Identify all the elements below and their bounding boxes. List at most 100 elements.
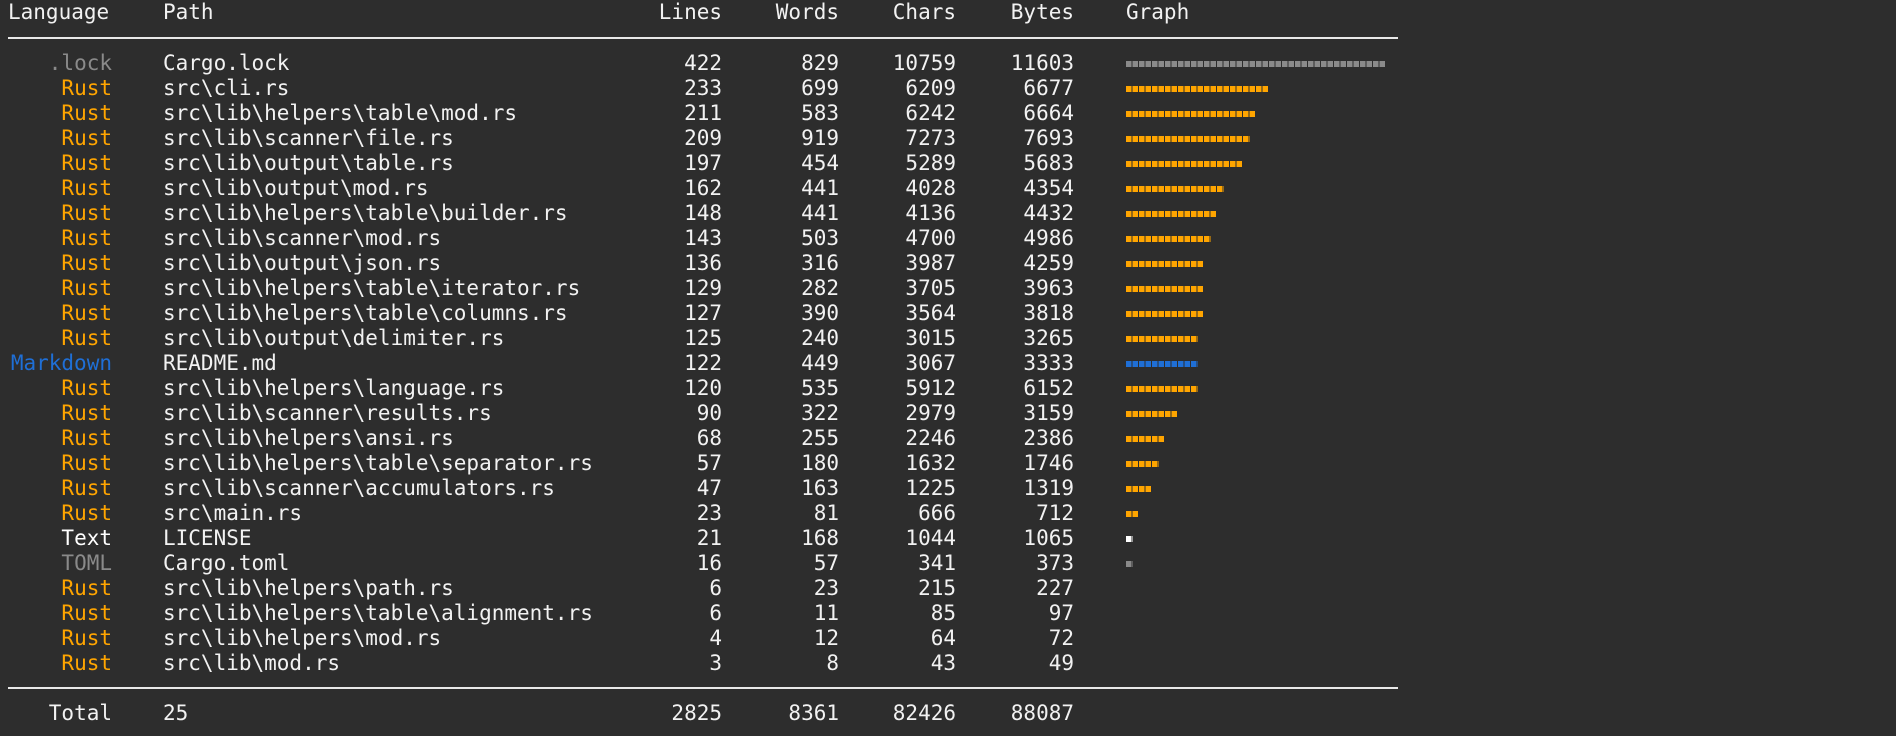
words: 282 (801, 276, 839, 300)
bytes: 4259 (1023, 251, 1074, 275)
path: src\lib\helpers\language.rs (163, 376, 505, 400)
lines: 197 (684, 151, 722, 175)
words: 316 (801, 251, 839, 275)
path: src\lib\helpers\path.rs (163, 576, 454, 600)
graph-bar (1126, 561, 1133, 567)
bytes: 3333 (1023, 351, 1074, 375)
lines: 47 (696, 476, 722, 500)
words: 829 (801, 51, 839, 75)
path: src\lib\helpers\table\iterator.rs (163, 276, 581, 300)
words: 454 (801, 151, 839, 175)
header-graph: Graph (1126, 0, 1190, 24)
language: Rust (61, 126, 112, 150)
path: src\lib\helpers\mod.rs (163, 626, 442, 650)
chars: 5289 (905, 151, 956, 175)
language: Rust (61, 601, 112, 625)
bytes: 4986 (1023, 226, 1074, 250)
chars: 4136 (905, 201, 956, 225)
chars: 3564 (905, 301, 956, 325)
total-lines: 2825 (671, 701, 722, 725)
chars: 1632 (905, 451, 956, 475)
words: 81 (813, 501, 839, 525)
chars: 3987 (905, 251, 956, 275)
language: Rust (61, 651, 112, 675)
lines: 3 (709, 651, 722, 675)
graph-bar (1126, 436, 1165, 442)
language: Rust (61, 401, 112, 425)
bytes: 3159 (1023, 401, 1074, 425)
chars: 341 (918, 551, 956, 575)
path: README.md (163, 351, 277, 375)
chars: 6209 (905, 76, 956, 100)
chars: 3067 (905, 351, 956, 375)
chars: 7273 (905, 126, 956, 150)
language: Rust (61, 201, 112, 225)
language: Rust (61, 76, 112, 100)
bytes: 227 (1036, 576, 1074, 600)
words: 255 (801, 426, 839, 450)
header-path: Path (163, 0, 214, 24)
header-bytes: Bytes (1010, 0, 1074, 24)
separator (8, 37, 1398, 39)
path: src\lib\output\delimiter.rs (163, 326, 505, 350)
separator (8, 687, 1398, 689)
total-bytes: 88087 (1010, 701, 1074, 725)
path: src\lib\scanner\file.rs (163, 126, 454, 150)
path: src\lib\output\json.rs (163, 251, 442, 275)
bytes: 712 (1036, 501, 1074, 525)
bytes: 3818 (1023, 301, 1074, 325)
chars: 5912 (905, 376, 956, 400)
header-language: Language (8, 0, 110, 24)
bytes: 97 (1048, 601, 1074, 625)
graph-bar (1126, 336, 1198, 342)
words: 180 (801, 451, 839, 475)
language: Rust (61, 426, 112, 450)
chars: 2246 (905, 426, 956, 450)
graph-bar (1126, 411, 1178, 417)
language: Rust (61, 251, 112, 275)
lines: 422 (684, 51, 722, 75)
language: Rust (61, 451, 112, 475)
language: Rust (61, 101, 112, 125)
chars: 1225 (905, 476, 956, 500)
lines: 125 (684, 326, 722, 350)
total-words: 8361 (788, 701, 839, 725)
lines: 162 (684, 176, 722, 200)
bytes: 5683 (1023, 151, 1074, 175)
chars: 3705 (905, 276, 956, 300)
language: Rust (61, 151, 112, 175)
path: src\lib\helpers\ansi.rs (163, 426, 454, 450)
lines: 23 (696, 501, 722, 525)
path: src\lib\mod.rs (163, 651, 341, 675)
graph-bar (1126, 286, 1204, 292)
bytes: 1746 (1023, 451, 1074, 475)
words: 12 (813, 626, 839, 650)
lines: 211 (684, 101, 722, 125)
language: Rust (61, 376, 112, 400)
graph-bar (1126, 161, 1243, 167)
header-words: Words (775, 0, 839, 24)
bytes: 2386 (1023, 426, 1074, 450)
total-label: Total (48, 701, 112, 725)
lines: 148 (684, 201, 722, 225)
total-chars: 82426 (892, 701, 956, 725)
bytes: 7693 (1023, 126, 1074, 150)
path: Cargo.toml (163, 551, 290, 575)
chars: 666 (918, 501, 956, 525)
path: src\lib\helpers\table\separator.rs (163, 451, 593, 475)
lines: 6 (709, 576, 722, 600)
lines: 16 (696, 551, 722, 575)
language: Text (61, 526, 112, 550)
graph-bar (1126, 236, 1211, 242)
path: src\lib\helpers\table\mod.rs (163, 101, 518, 125)
language: Rust (61, 576, 112, 600)
path: src\lib\helpers\table\alignment.rs (163, 601, 593, 625)
language: Rust (61, 626, 112, 650)
chars: 4700 (905, 226, 956, 250)
bytes: 6677 (1023, 76, 1074, 100)
lines: 136 (684, 251, 722, 275)
chars: 2979 (905, 401, 956, 425)
bytes: 11603 (1010, 51, 1074, 75)
graph-bar (1126, 361, 1198, 367)
bytes: 4354 (1023, 176, 1074, 200)
